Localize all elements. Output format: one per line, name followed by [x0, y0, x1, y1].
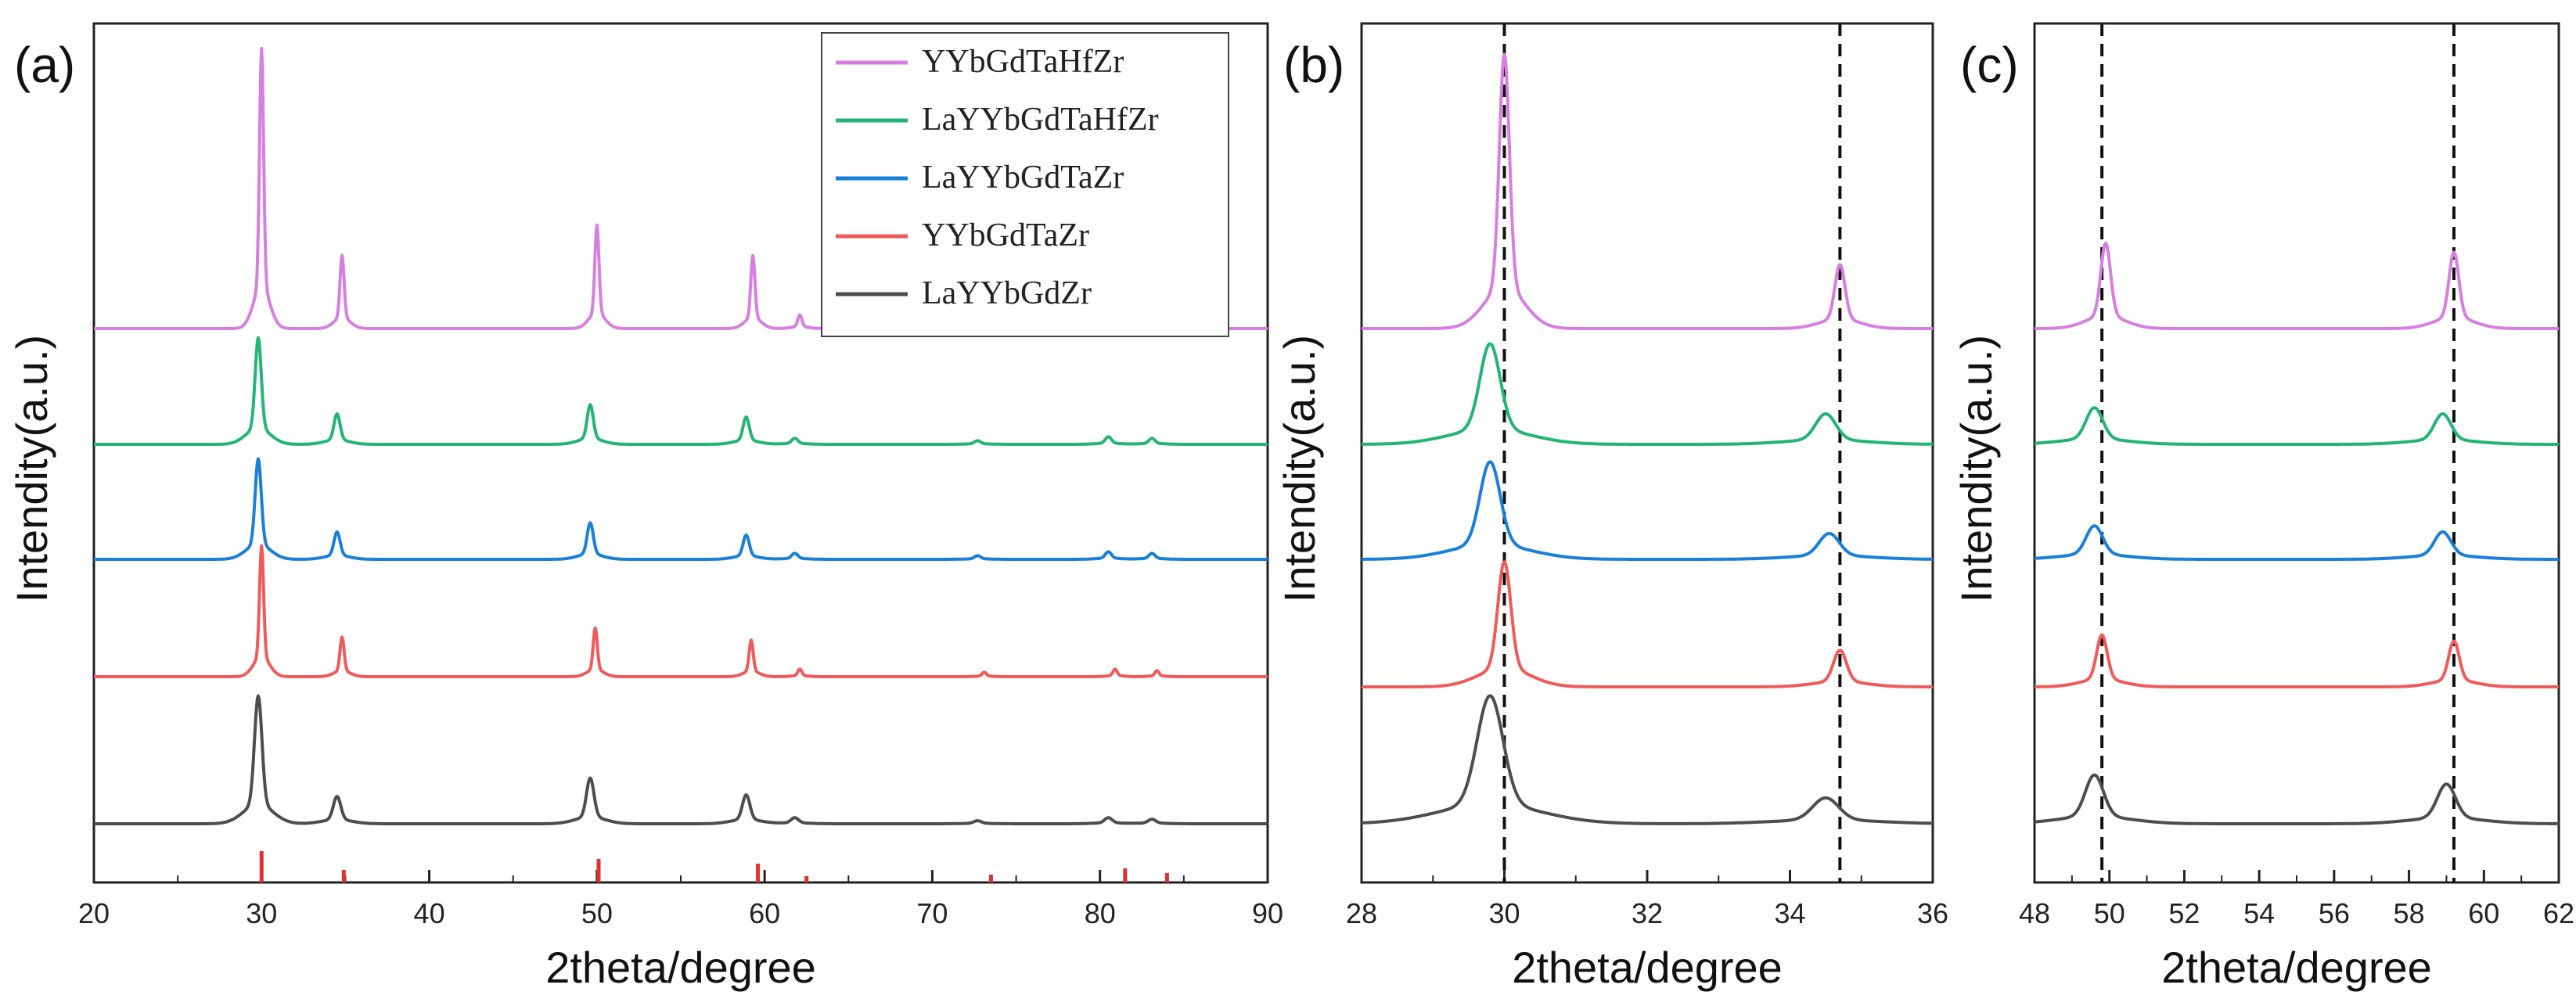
panel-label-b: (b) [1283, 37, 1344, 93]
series-line-YYbGdTaZr [1360, 560, 1934, 688]
legend-box [821, 32, 1229, 337]
panel-label-c: (c) [1960, 37, 2019, 93]
legend-entry: LaYYbGdTaHfZr [922, 102, 1159, 138]
x-tick-label-c: 62 [2543, 897, 2574, 929]
legend-entry: YYbGdTaZr [922, 217, 1089, 253]
legend-entry: LaYYbGdZr [922, 275, 1092, 311]
x-tick-label-c: 60 [2468, 897, 2499, 929]
x-tick-label-c: 58 [2394, 897, 2425, 929]
x-tick-label-c: 54 [2243, 897, 2275, 929]
series-line-LaYYbGdTaZr [2033, 524, 2560, 561]
y-axis-title-b: Intendity(a.u.) [1275, 335, 1324, 602]
series-line-LaYYbGdTaHfZr [93, 336, 1268, 446]
series-line-LaYYbGdZr [2033, 773, 2560, 825]
x-tick-label-b: 32 [1632, 897, 1663, 929]
x-tick-label-a: 20 [78, 897, 110, 929]
series-line-LaYYbGdTaHfZr [1360, 342, 1934, 446]
x-tick-label-a: 50 [581, 897, 613, 929]
plot-frame-b [1360, 22, 1934, 884]
y-axis-title-c: Intendity(a.u.) [1952, 335, 2001, 602]
series-line-LaYYbGdZr [1360, 694, 1934, 825]
panel-a: 20 30 40 50 60 70 80 90 2theta/degree Intendity(a… [7, 22, 1283, 992]
x-tick-label-a: 90 [1252, 897, 1283, 929]
x-axis-title-c: 2theta/degree [2161, 943, 2432, 992]
panel-label-a: (a) [14, 37, 75, 93]
series-line-YYbGdTaHfZr [1360, 52, 1934, 330]
series-line-YYbGdTaHfZr [2033, 242, 2560, 330]
x-tick-label-b: 30 [1488, 897, 1520, 929]
x-tick-label-c: 52 [2168, 897, 2200, 929]
x-tick-label-c: 56 [2319, 897, 2350, 929]
plot-frame-c [2033, 22, 2560, 884]
panel-b: 28 30 32 34 36 2theta/degree Intendity(a.u.) (b… [1275, 22, 1948, 992]
x-tick-label-b: 36 [1917, 897, 1948, 929]
x-tick-label-a: 80 [1085, 897, 1116, 929]
x-axis-title-b: 2theta/degree [1512, 943, 1783, 992]
series-line-YYbGdTaZr [93, 544, 1268, 678]
series-line-LaYYbGdTaHfZr [2033, 406, 2560, 446]
x-tick-label-a: 60 [749, 897, 780, 929]
x-tick-label-a: 70 [916, 897, 948, 929]
x-tick-label-a: 30 [246, 897, 277, 929]
legend: YYbGdTaHfZr LaYYbGdTaHfZr LaYYbGdTaZr YYbGd… [821, 32, 1229, 337]
series-line-LaYYbGdTaZr [1360, 460, 1934, 561]
legend-entry: YYbGdTaHfZr [922, 44, 1124, 80]
x-tick-label-a: 40 [414, 897, 445, 929]
x-tick-label-b: 34 [1774, 897, 1805, 929]
x-tick-label-c: 48 [2019, 897, 2050, 929]
series-line-LaYYbGdZr [93, 694, 1268, 825]
series-line-YYbGdTaZr [2033, 633, 2560, 688]
x-tick-label-b: 28 [1346, 897, 1377, 929]
y-axis-title-a: Intendity(a.u.) [7, 335, 56, 602]
series-line-LaYYbGdTaZr [93, 457, 1268, 561]
panel-c: 48 50 52 54 56 58 60 62 2theta/degree Intendity(a… [1952, 22, 2574, 992]
legend-entry: LaYYbGdTaZr [922, 160, 1124, 196]
x-axis-title-a: 2theta/degree [545, 943, 816, 992]
x-tick-label-c: 50 [2094, 897, 2125, 929]
